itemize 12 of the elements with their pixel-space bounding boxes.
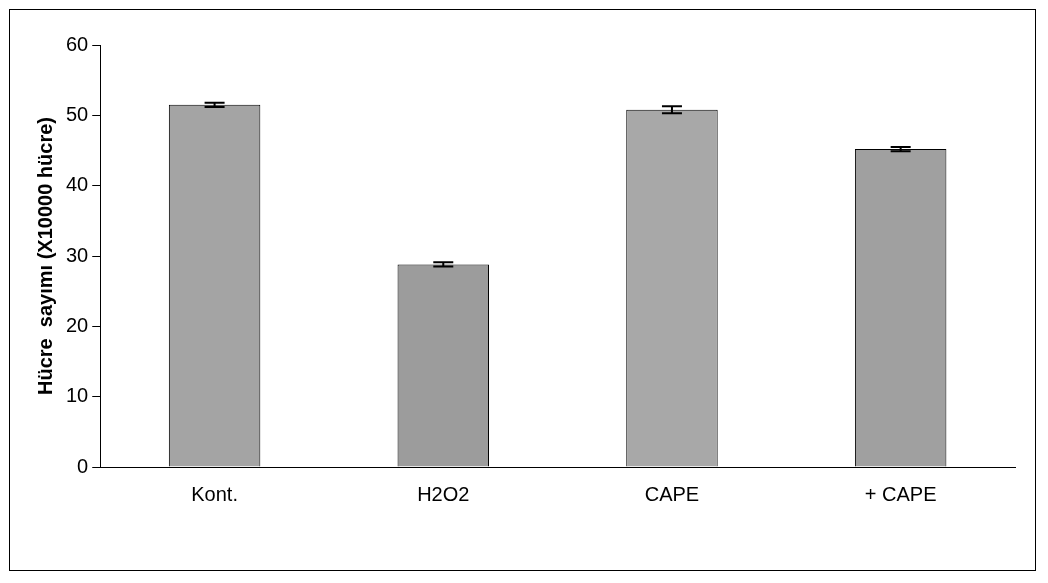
y-tick-label: 10 — [66, 384, 89, 407]
y-tick-label: 60 — [66, 32, 89, 55]
x-tick-label: Kont. — [191, 482, 238, 505]
y-tick-label: 30 — [66, 243, 89, 266]
y-axis-title: Hücre sayımı (X10000 hücre) — [33, 117, 56, 395]
y-tick-label: 40 — [66, 173, 89, 196]
y-tick-label: 50 — [66, 102, 89, 125]
x-tick-label: + CAPE — [864, 482, 937, 505]
x-tick-label: H2O2 — [417, 482, 470, 505]
x-tick-label: CAPE — [644, 482, 700, 505]
y-tick-label: 0 — [77, 454, 89, 477]
y-tick-label: 20 — [66, 313, 89, 336]
